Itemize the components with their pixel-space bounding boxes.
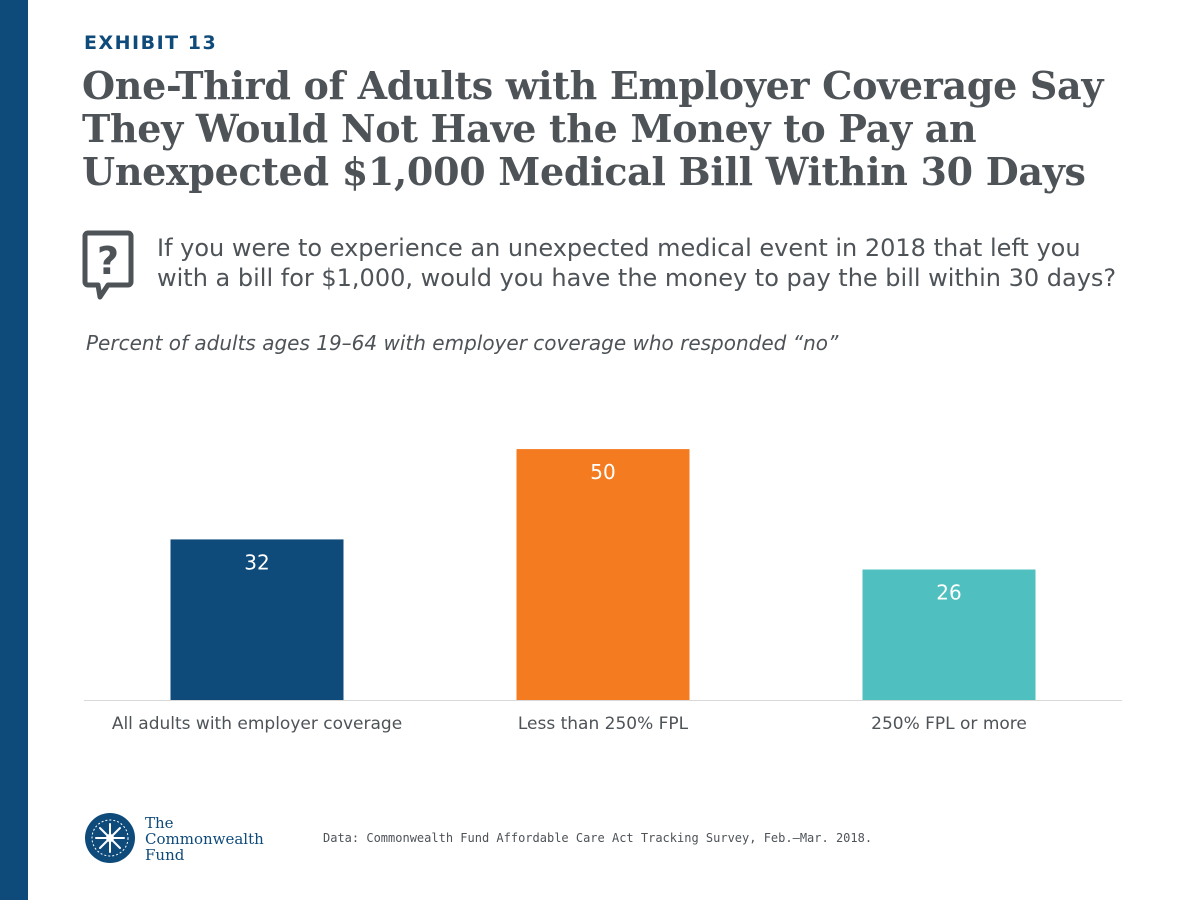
side-accent-bar: [0, 0, 28, 900]
logo-line-2: Commonwealth: [145, 830, 264, 848]
bar-2: [516, 449, 690, 700]
value-label-3: 26: [936, 581, 961, 605]
question-line-1: If you were to experience an unexpected …: [157, 234, 1081, 262]
question-line-2: with a bill for $1,000, would you have t…: [157, 264, 1117, 292]
survey-question: If you were to experience an unexpected …: [157, 233, 1157, 293]
category-label-3: 250% FPL or more: [871, 714, 1027, 734]
question-bubble-icon: ?: [82, 230, 134, 300]
logo-wordmark: The Commonwealth Fund: [145, 815, 264, 863]
title-line-3: Unexpected $1,000 Medical Bill Within 30…: [82, 149, 1086, 194]
category-label-1: All adults with employer coverage: [112, 714, 402, 734]
data-source-note: Data: Commonwealth Fund Affordable Care …: [323, 831, 873, 845]
title-line-2: They Would Not Have the Money to Pay an: [82, 106, 977, 151]
bar-chart: 32 50 26 All adults with employer coverage…: [84, 449, 1122, 734]
commonwealth-fund-logo-icon: [85, 813, 135, 863]
bar-3: [862, 569, 1036, 700]
bars-group: [170, 449, 1036, 700]
chart-subtitle: Percent of adults ages 19–64 with employ…: [86, 331, 839, 355]
svg-text:?: ?: [97, 239, 119, 283]
logo-line-1: The: [145, 814, 174, 832]
category-labels-group: All adults with employer coverage Less th…: [112, 714, 1027, 734]
chart-title: One-Third of Adults with Employer Covera…: [82, 64, 1142, 193]
title-line-1: One-Third of Adults with Employer Covera…: [82, 63, 1104, 108]
logo-line-3: Fund: [145, 846, 185, 864]
value-label-1: 32: [244, 550, 269, 574]
bar-1: [170, 539, 344, 700]
exhibit-label: EXHIBIT 13: [84, 32, 218, 54]
category-label-2: Less than 250% FPL: [518, 714, 689, 734]
value-labels-group: 32 50 26: [244, 460, 961, 604]
value-label-2: 50: [590, 460, 615, 484]
